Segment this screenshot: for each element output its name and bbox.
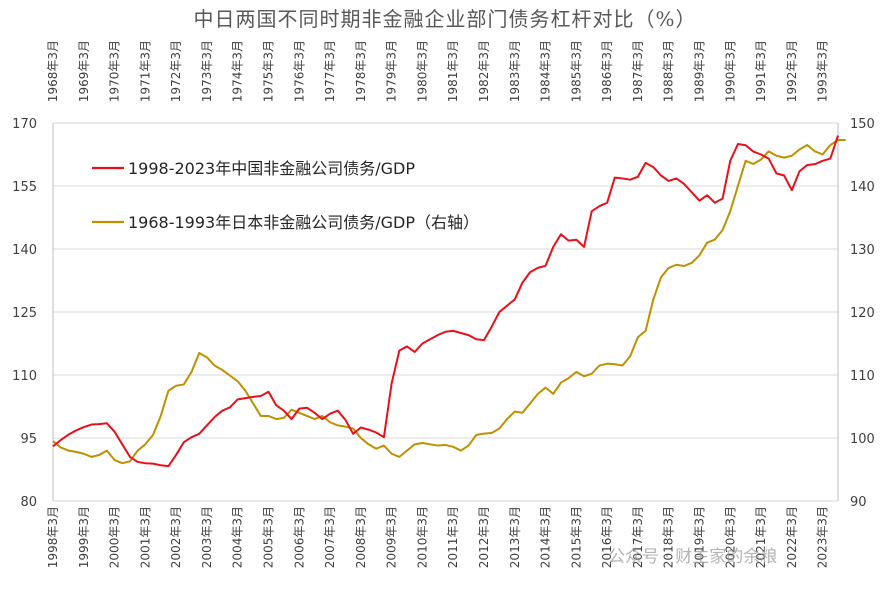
- left-tick-label: 155: [12, 180, 37, 195]
- top-tick-label: 1969年3月: [77, 40, 91, 102]
- left-tick-label: 140: [12, 243, 37, 258]
- top-tick-label: 1970年3月: [108, 40, 122, 102]
- top-tick-label: 1977年3月: [323, 40, 337, 102]
- legend-label-china: 1998-2023年中国非金融公司债务/GDP: [128, 159, 415, 178]
- bottom-tick-label: 1999年3月: [77, 506, 91, 568]
- right-tick-label: 120: [850, 306, 875, 321]
- bottom-tick-label: 2004年3月: [231, 506, 245, 568]
- top-tick-label: 1982年3月: [477, 40, 491, 102]
- right-tick-label: 90: [850, 495, 867, 510]
- bottom-tick-label: 2021年3月: [754, 506, 768, 568]
- top-tick-label: 1984年3月: [539, 40, 553, 102]
- top-tick-label: 1985年3月: [569, 40, 583, 102]
- bottom-tick-label: 2019年3月: [692, 506, 706, 568]
- top-tick-label: 1978年3月: [354, 40, 368, 102]
- top-tick-label: 1971年3月: [138, 40, 152, 102]
- bottom-tick-label: 2002年3月: [169, 506, 183, 568]
- bottom-tick-label: 2001年3月: [138, 506, 152, 568]
- bottom-tick-label: 2022年3月: [785, 506, 799, 568]
- top-tick-label: 1981年3月: [446, 40, 460, 102]
- legend: 1998-2023年中国非金融公司债务/GDP 1968-1993年日本非金融公…: [92, 159, 479, 232]
- left-tick-label: 95: [20, 432, 37, 447]
- top-tick-label: 1976年3月: [292, 40, 306, 102]
- legend-label-japan: 1968-1993年日本非金融公司债务/GDP（右轴）: [128, 213, 479, 232]
- top-tick-label: 1974年3月: [231, 40, 245, 102]
- top-x-axis: 1968年3月 1969年3月 1970年3月 1971年3月 1972年3月 1973年…: [46, 40, 830, 102]
- bottom-tick-label: 2008年3月: [354, 506, 368, 568]
- bottom-tick-label: 2006年3月: [292, 506, 306, 568]
- top-tick-label: 1992年3月: [785, 40, 799, 102]
- bottom-tick-label: 2007年3月: [323, 506, 337, 568]
- right-tick-label: 140: [850, 180, 875, 195]
- top-tick-label: 1980年3月: [415, 40, 429, 102]
- top-tick-label: 1993年3月: [816, 40, 830, 102]
- left-tick-label: 110: [12, 369, 37, 384]
- series-line-china: [52, 135, 839, 468]
- watermark-text: 公众号 · 财主家的余粮: [608, 547, 777, 567]
- top-tick-label: 1972年3月: [169, 40, 183, 102]
- right-tick-label: 110: [850, 369, 875, 384]
- bottom-tick-label: 1998年3月: [46, 506, 60, 568]
- top-tick-label: 1979年3月: [385, 40, 399, 102]
- left-tick-label: 125: [12, 306, 37, 321]
- left-tick-label: 170: [12, 117, 37, 132]
- right-tick-label: 100: [850, 432, 875, 447]
- top-tick-label: 1991年3月: [754, 40, 768, 102]
- top-tick-label: 1990年3月: [723, 40, 737, 102]
- bottom-tick-label: 2009年3月: [385, 506, 399, 568]
- top-tick-label: 1973年3月: [200, 40, 214, 102]
- bottom-tick-label: 2023年3月: [816, 506, 830, 568]
- bottom-tick-label: 2014年3月: [539, 506, 553, 568]
- top-tick-label: 1989年3月: [692, 40, 706, 102]
- right-y-axis: 90 100 110 120 130 140 150: [850, 117, 875, 510]
- right-tick-label: 150: [850, 117, 875, 132]
- bottom-tick-label: 2010年3月: [415, 506, 429, 568]
- bottom-tick-label: 2005年3月: [261, 506, 275, 568]
- bottom-tick-label: 2012年3月: [477, 506, 491, 568]
- bottom-tick-label: 2018年3月: [662, 506, 676, 568]
- series-layer: [52, 135, 846, 468]
- right-tick-label: 130: [850, 243, 875, 258]
- bottom-x-axis: 1998年3月 1999年3月 2000年3月 2001年3月 2002年3月 2003年…: [46, 506, 830, 568]
- bottom-tick-label: 2015年3月: [569, 506, 583, 568]
- bottom-tick-label: 2011年3月: [446, 506, 460, 568]
- bottom-tick-label: 2016年3月: [600, 506, 614, 568]
- chart-title: 中日两国不同时期非金融企业部门债务杠杆对比（%）: [193, 7, 696, 31]
- top-tick-label: 1983年3月: [508, 40, 522, 102]
- left-tick-label: 80: [20, 495, 37, 510]
- top-tick-label: 1986年3月: [600, 40, 614, 102]
- top-tick-label: 1988年3月: [662, 40, 676, 102]
- top-tick-label: 1975年3月: [261, 40, 275, 102]
- bottom-tick-label: 2013年3月: [508, 506, 522, 568]
- bottom-tick-label: 2020年3月: [723, 506, 737, 568]
- bottom-tick-label: 2017年3月: [631, 506, 645, 568]
- bottom-tick-label: 2003年3月: [200, 506, 214, 568]
- left-y-axis: 80 95 110 125 140 155 170: [12, 117, 37, 510]
- top-tick-label: 1987年3月: [631, 40, 645, 102]
- gridlines: [52, 122, 839, 502]
- top-tick-label: 1968年3月: [46, 40, 60, 102]
- bottom-tick-label: 2000年3月: [108, 506, 122, 568]
- series-line-japan: [52, 139, 846, 465]
